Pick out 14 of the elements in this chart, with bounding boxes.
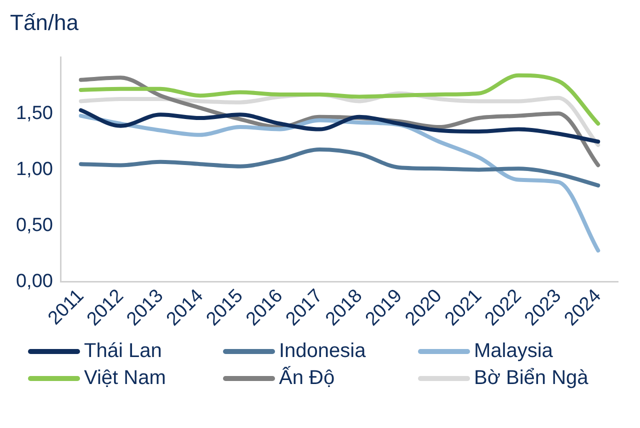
y-axis-title: Tấn/ha (9, 9, 80, 37)
legend-label: Việt Nam (84, 367, 166, 390)
y-tick-label: 1,00 (16, 158, 53, 180)
line-series (78, 108, 600, 144)
y-tick-label: 0,50 (16, 215, 53, 236)
y-tick-label: 1,50 (16, 102, 53, 124)
legend-label: Ấn Độ (279, 367, 335, 390)
line-series (78, 147, 600, 188)
line-series (78, 73, 600, 126)
legend-label: Indonesia (279, 340, 366, 363)
legend-label: Bờ Biển Ngà (474, 367, 588, 390)
legend-label: Thái Lan (84, 340, 162, 363)
y-tick-label: 0,00 (16, 271, 53, 292)
legend-label: Malaysia (474, 340, 553, 363)
